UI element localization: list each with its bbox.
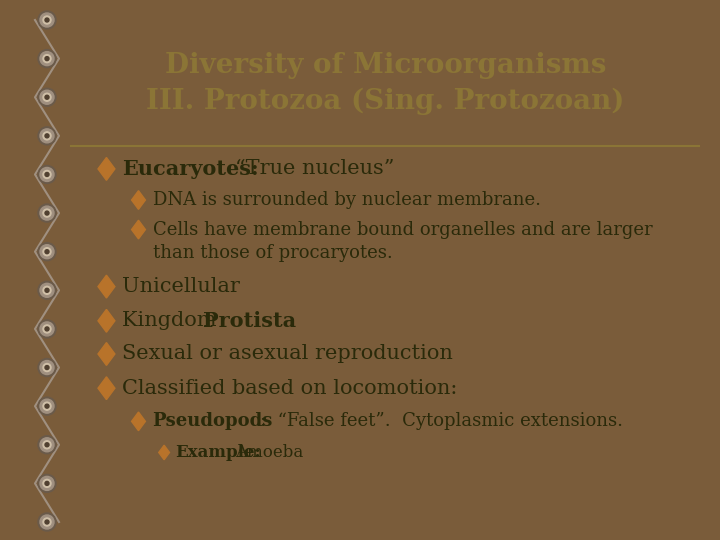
Polygon shape	[132, 191, 145, 210]
Polygon shape	[158, 445, 169, 460]
Circle shape	[38, 359, 56, 376]
Circle shape	[45, 481, 49, 485]
Text: :  “False feet”.  Cytoplasmic extensions.: : “False feet”. Cytoplasmic extensions.	[260, 413, 624, 430]
Circle shape	[43, 16, 51, 24]
Text: Kingdom: Kingdom	[122, 311, 224, 330]
Circle shape	[43, 248, 51, 256]
Text: Amoeba: Amoeba	[235, 444, 303, 461]
Circle shape	[38, 242, 56, 261]
Circle shape	[45, 443, 49, 447]
Text: Unicellular: Unicellular	[122, 277, 240, 296]
Circle shape	[45, 288, 49, 292]
Polygon shape	[132, 220, 145, 239]
Circle shape	[38, 88, 56, 106]
Circle shape	[43, 286, 51, 294]
Text: than those of procaryotes.: than those of procaryotes.	[153, 245, 392, 262]
Circle shape	[38, 320, 56, 338]
Circle shape	[45, 404, 49, 408]
Text: III. Protozoa (Sing. Protozoan): III. Protozoa (Sing. Protozoan)	[146, 88, 624, 115]
Text: Eucaryotes:: Eucaryotes:	[122, 159, 259, 179]
Circle shape	[40, 245, 54, 259]
Circle shape	[40, 438, 54, 452]
Circle shape	[38, 127, 56, 145]
Circle shape	[38, 50, 56, 68]
Circle shape	[38, 11, 56, 29]
Polygon shape	[98, 309, 115, 332]
Circle shape	[45, 57, 49, 60]
Circle shape	[43, 480, 51, 488]
Text: Example:: Example:	[175, 444, 261, 461]
Circle shape	[43, 518, 51, 526]
Text: DNA is surrounded by nuclear membrane.: DNA is surrounded by nuclear membrane.	[153, 191, 541, 209]
Circle shape	[40, 361, 54, 375]
Circle shape	[38, 281, 56, 299]
Circle shape	[40, 399, 54, 413]
Text: Classified based on locomotion:: Classified based on locomotion:	[122, 379, 458, 397]
Circle shape	[43, 402, 51, 410]
Circle shape	[43, 441, 51, 449]
Circle shape	[43, 363, 51, 372]
Circle shape	[40, 322, 54, 336]
Circle shape	[45, 520, 49, 524]
Circle shape	[45, 134, 49, 138]
Text: Sexual or asexual reproduction: Sexual or asexual reproduction	[122, 345, 454, 363]
Circle shape	[38, 474, 56, 492]
Polygon shape	[98, 158, 115, 180]
Polygon shape	[98, 342, 115, 366]
Text: Protista: Protista	[202, 311, 296, 331]
Circle shape	[43, 93, 51, 101]
Text: Cells have membrane bound organelles and are larger: Cells have membrane bound organelles and…	[153, 220, 652, 239]
Circle shape	[40, 476, 54, 490]
Circle shape	[38, 436, 56, 454]
Circle shape	[38, 513, 56, 531]
Circle shape	[45, 172, 49, 177]
Circle shape	[45, 18, 49, 22]
Circle shape	[43, 325, 51, 333]
Circle shape	[43, 171, 51, 178]
Circle shape	[40, 90, 54, 104]
Polygon shape	[98, 275, 115, 298]
Circle shape	[45, 366, 49, 369]
Circle shape	[38, 165, 56, 184]
Text: Pseudopods: Pseudopods	[153, 413, 273, 430]
Circle shape	[40, 206, 54, 220]
Circle shape	[38, 204, 56, 222]
Polygon shape	[98, 377, 115, 400]
Text: “True nucleus”: “True nucleus”	[235, 159, 394, 178]
Circle shape	[43, 209, 51, 217]
Circle shape	[45, 327, 49, 331]
Circle shape	[40, 515, 54, 529]
Circle shape	[45, 95, 49, 99]
Circle shape	[40, 167, 54, 181]
Circle shape	[40, 284, 54, 298]
Circle shape	[43, 132, 51, 140]
Circle shape	[40, 52, 54, 66]
Text: Diversity of Microorganisms: Diversity of Microorganisms	[164, 52, 606, 79]
Circle shape	[45, 211, 49, 215]
Circle shape	[43, 55, 51, 63]
Circle shape	[40, 129, 54, 143]
Circle shape	[38, 397, 56, 415]
Polygon shape	[132, 412, 145, 431]
Circle shape	[45, 249, 49, 254]
Circle shape	[40, 13, 54, 27]
